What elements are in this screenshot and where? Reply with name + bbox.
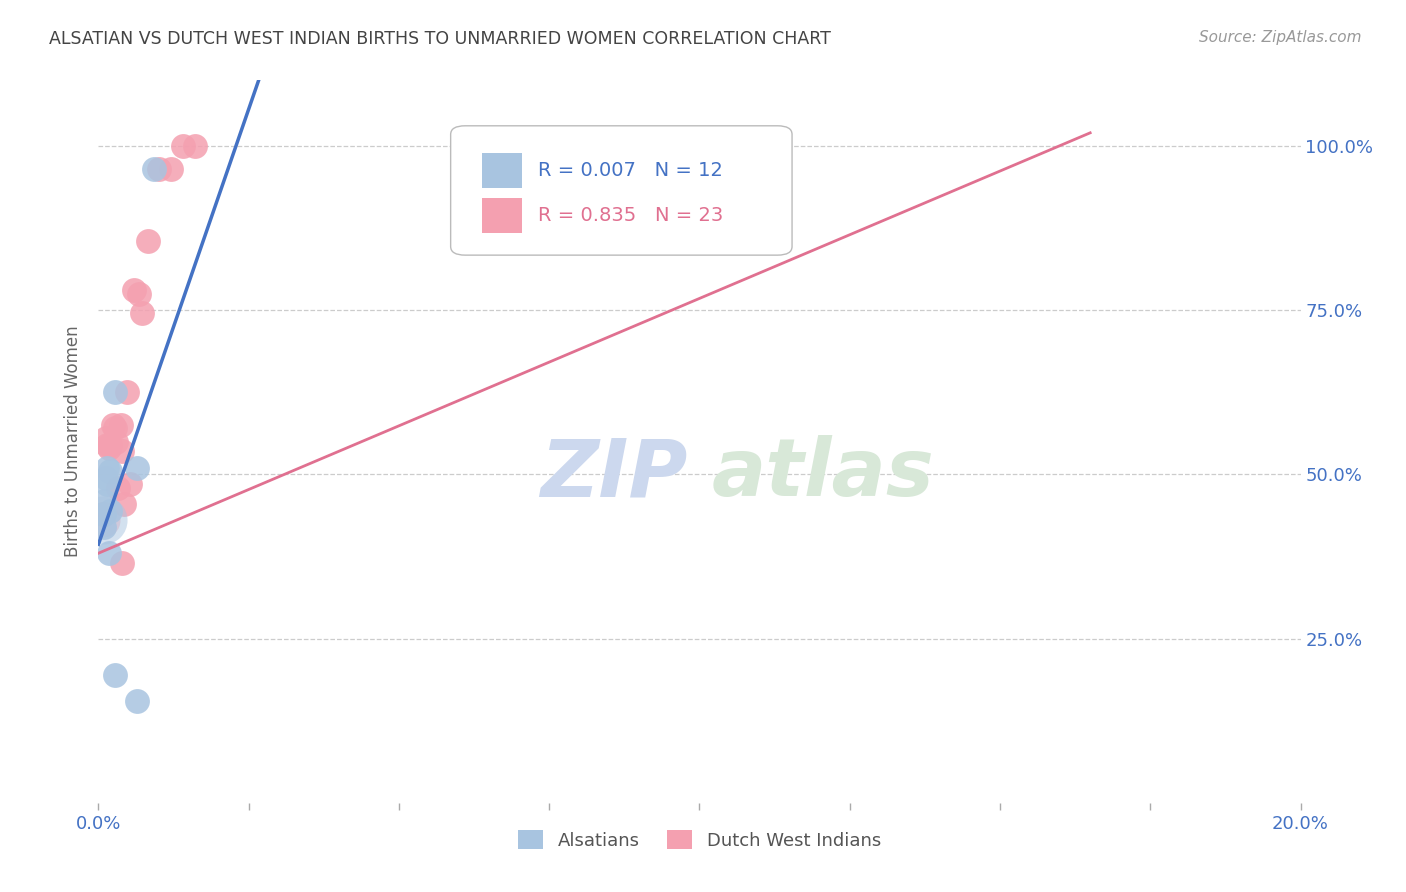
Point bbox=[104, 667, 127, 681]
Point bbox=[93, 507, 115, 521]
Point bbox=[142, 161, 165, 176]
Point bbox=[93, 493, 115, 508]
Point bbox=[93, 507, 115, 521]
Point bbox=[100, 503, 122, 517]
Point bbox=[96, 477, 118, 491]
Point bbox=[91, 507, 114, 521]
Point bbox=[105, 434, 128, 449]
Text: ALSATIAN VS DUTCH WEST INDIAN BIRTHS TO UNMARRIED WOMEN CORRELATION CHART: ALSATIAN VS DUTCH WEST INDIAN BIRTHS TO … bbox=[49, 30, 831, 48]
Text: ZIP: ZIP bbox=[540, 435, 688, 514]
Bar bbox=[482, 153, 522, 188]
Point bbox=[127, 460, 149, 475]
Text: Source: ZipAtlas.com: Source: ZipAtlas.com bbox=[1198, 30, 1361, 45]
Text: R = 0.835   N = 23: R = 0.835 N = 23 bbox=[538, 206, 724, 225]
Point bbox=[128, 286, 150, 301]
Legend: Alsatians, Dutch West Indians: Alsatians, Dutch West Indians bbox=[509, 822, 890, 859]
Point bbox=[104, 421, 127, 435]
Point bbox=[100, 464, 122, 478]
Point bbox=[124, 284, 146, 298]
Point bbox=[148, 161, 170, 176]
Point bbox=[98, 546, 121, 560]
Point bbox=[183, 139, 205, 153]
Point bbox=[131, 306, 153, 320]
FancyBboxPatch shape bbox=[451, 126, 792, 255]
Point bbox=[127, 694, 149, 708]
Point bbox=[100, 438, 122, 452]
Y-axis label: Births to Unmarried Women: Births to Unmarried Women bbox=[63, 326, 82, 558]
Point bbox=[91, 513, 114, 527]
Point bbox=[172, 139, 194, 153]
Point bbox=[107, 481, 129, 495]
Point bbox=[96, 460, 118, 475]
Point bbox=[111, 444, 134, 458]
Point bbox=[91, 513, 114, 527]
Point bbox=[94, 431, 117, 445]
Point bbox=[103, 418, 125, 433]
Point bbox=[96, 438, 118, 452]
Point bbox=[94, 471, 117, 485]
Point bbox=[98, 441, 121, 455]
Point bbox=[159, 161, 181, 176]
Point bbox=[110, 418, 132, 433]
Text: atlas: atlas bbox=[711, 435, 934, 514]
Point bbox=[136, 234, 159, 248]
Point bbox=[118, 477, 141, 491]
Point bbox=[117, 385, 139, 400]
Point bbox=[104, 385, 127, 400]
Point bbox=[112, 497, 135, 511]
Text: R = 0.007   N = 12: R = 0.007 N = 12 bbox=[538, 161, 723, 180]
Point bbox=[93, 520, 115, 534]
Bar bbox=[482, 198, 522, 233]
Point bbox=[111, 556, 134, 570]
